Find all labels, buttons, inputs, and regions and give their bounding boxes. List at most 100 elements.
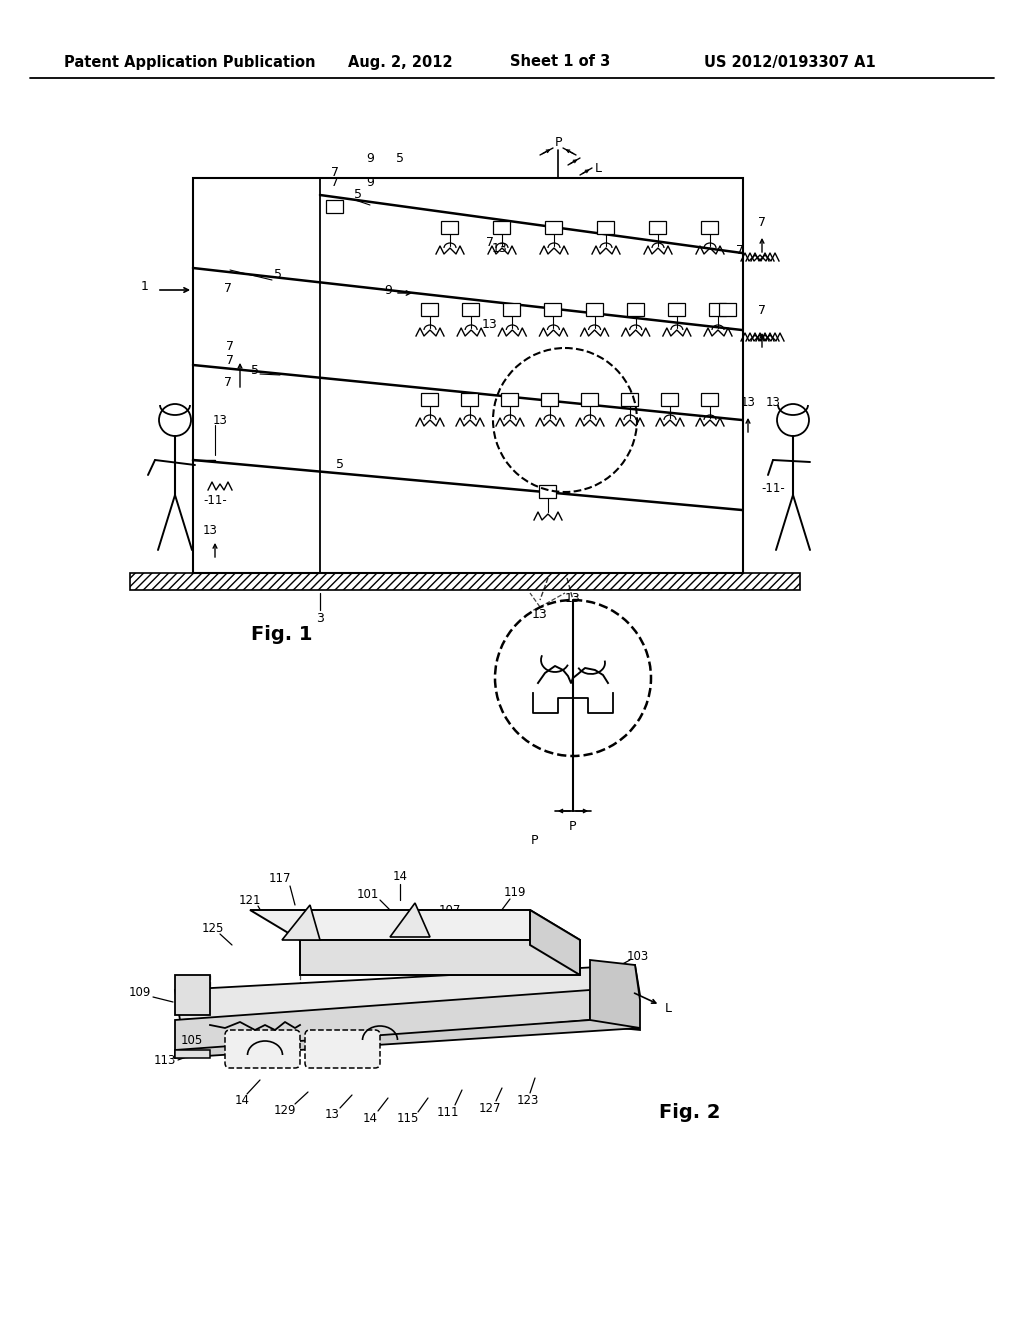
Text: 13: 13 bbox=[325, 1109, 339, 1122]
Polygon shape bbox=[282, 906, 319, 940]
Text: 9: 9 bbox=[366, 152, 374, 165]
Text: 115: 115 bbox=[397, 1111, 419, 1125]
Bar bbox=[668, 304, 685, 315]
Text: L: L bbox=[665, 1002, 672, 1015]
Text: 7: 7 bbox=[331, 177, 339, 190]
Bar bbox=[581, 393, 598, 407]
Text: 119: 119 bbox=[504, 887, 526, 899]
Bar bbox=[193, 178, 743, 573]
Text: 7: 7 bbox=[758, 304, 766, 317]
Bar bbox=[719, 304, 736, 315]
Text: 13: 13 bbox=[203, 524, 217, 536]
Text: 13: 13 bbox=[493, 242, 508, 255]
Text: 7: 7 bbox=[331, 166, 339, 180]
Text: 117: 117 bbox=[268, 871, 291, 884]
Bar bbox=[493, 220, 510, 234]
Text: 123: 123 bbox=[517, 1093, 540, 1106]
Text: 105: 105 bbox=[181, 1034, 203, 1047]
Text: 101: 101 bbox=[356, 888, 379, 902]
Text: Fig. 2: Fig. 2 bbox=[659, 1102, 721, 1122]
Text: 5: 5 bbox=[251, 363, 259, 376]
Bar bbox=[130, 573, 800, 590]
Bar bbox=[627, 304, 644, 315]
Text: 9: 9 bbox=[384, 284, 392, 297]
Text: 103: 103 bbox=[627, 949, 649, 962]
Bar bbox=[545, 304, 561, 315]
Text: 13: 13 bbox=[565, 591, 581, 605]
Text: 9: 9 bbox=[366, 177, 374, 190]
Text: 14: 14 bbox=[234, 1093, 250, 1106]
Text: 7: 7 bbox=[224, 281, 232, 294]
Text: 5: 5 bbox=[274, 268, 282, 281]
Text: 1: 1 bbox=[141, 280, 148, 293]
Text: 14: 14 bbox=[392, 870, 408, 883]
Bar bbox=[597, 220, 614, 234]
Text: 3: 3 bbox=[316, 611, 324, 624]
Text: Aug. 2, 2012: Aug. 2, 2012 bbox=[348, 54, 453, 70]
FancyBboxPatch shape bbox=[305, 1030, 380, 1068]
Bar bbox=[539, 484, 556, 498]
Polygon shape bbox=[175, 1020, 640, 1059]
Text: US 2012/0193307 A1: US 2012/0193307 A1 bbox=[705, 54, 876, 70]
Bar bbox=[541, 393, 558, 407]
Bar bbox=[621, 393, 638, 407]
Bar bbox=[501, 393, 518, 407]
Bar bbox=[649, 220, 666, 234]
Polygon shape bbox=[530, 909, 580, 975]
Text: 13: 13 bbox=[740, 396, 756, 409]
Bar bbox=[709, 304, 726, 315]
Bar bbox=[503, 304, 520, 315]
Text: P: P bbox=[531, 833, 539, 846]
Text: 7: 7 bbox=[224, 375, 232, 388]
Text: Patent Application Publication: Patent Application Publication bbox=[65, 54, 315, 70]
Polygon shape bbox=[175, 1049, 210, 1059]
Bar bbox=[545, 220, 562, 234]
Text: 125: 125 bbox=[202, 921, 224, 935]
Bar bbox=[461, 393, 478, 407]
Bar bbox=[701, 220, 718, 234]
Bar bbox=[441, 220, 458, 234]
Text: 111: 111 bbox=[437, 1106, 459, 1118]
Text: 113: 113 bbox=[154, 1053, 176, 1067]
Text: 14: 14 bbox=[362, 1111, 378, 1125]
Text: L: L bbox=[595, 161, 601, 174]
Text: 121: 121 bbox=[239, 894, 261, 907]
Text: -11-: -11- bbox=[203, 494, 227, 507]
FancyBboxPatch shape bbox=[225, 1030, 300, 1068]
Text: 127: 127 bbox=[479, 1101, 502, 1114]
Text: 7: 7 bbox=[736, 243, 744, 256]
Text: 5: 5 bbox=[354, 189, 362, 202]
Bar bbox=[215, 453, 233, 467]
Text: 109: 109 bbox=[129, 986, 152, 999]
Text: 7: 7 bbox=[226, 354, 234, 367]
Polygon shape bbox=[590, 960, 640, 1030]
Bar bbox=[421, 393, 438, 407]
Polygon shape bbox=[390, 903, 430, 937]
Bar bbox=[326, 201, 343, 213]
Bar bbox=[421, 304, 438, 315]
Bar bbox=[701, 393, 718, 407]
Polygon shape bbox=[175, 965, 640, 1020]
Text: 13: 13 bbox=[213, 413, 227, 426]
Polygon shape bbox=[175, 975, 210, 1015]
Text: 107: 107 bbox=[439, 903, 461, 916]
Text: P: P bbox=[569, 820, 577, 833]
Text: 7: 7 bbox=[226, 341, 234, 354]
Text: 13: 13 bbox=[766, 396, 780, 409]
Text: P: P bbox=[554, 136, 562, 149]
Bar bbox=[586, 304, 602, 315]
Polygon shape bbox=[175, 990, 590, 1055]
Polygon shape bbox=[300, 940, 580, 975]
Text: 13: 13 bbox=[482, 318, 498, 331]
Text: 5: 5 bbox=[336, 458, 344, 471]
Text: 7: 7 bbox=[758, 216, 766, 230]
Text: 129: 129 bbox=[273, 1104, 296, 1117]
Bar bbox=[662, 393, 678, 407]
Polygon shape bbox=[250, 909, 580, 940]
Text: 7: 7 bbox=[486, 236, 494, 249]
Text: 13: 13 bbox=[532, 609, 548, 622]
Text: Fig. 1: Fig. 1 bbox=[251, 626, 312, 644]
Text: Sheet 1 of 3: Sheet 1 of 3 bbox=[510, 54, 610, 70]
Bar bbox=[462, 304, 479, 315]
Text: 5: 5 bbox=[396, 152, 404, 165]
